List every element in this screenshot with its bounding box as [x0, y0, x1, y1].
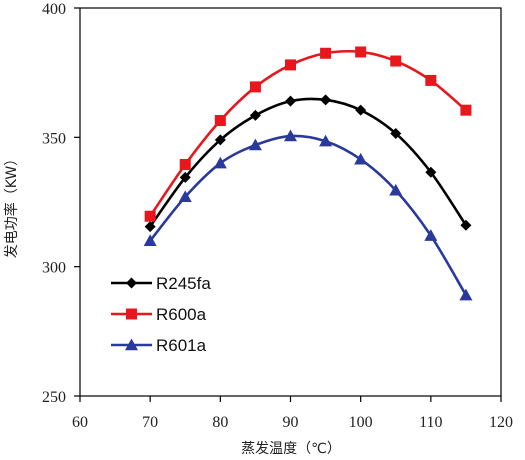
data-point-r600a: [460, 104, 472, 116]
x-tick-label: 70: [142, 414, 158, 431]
series-line-r245fa: [149, 97, 468, 228]
axes: 60 70 80 90 100 110 120 250 300 350 400: [42, 1, 513, 431]
series-r601a: [143, 129, 473, 301]
data-point-r245fa: [320, 94, 332, 106]
x-tick-label: 80: [212, 414, 228, 431]
data-point-r600a: [355, 46, 367, 58]
series-line-r600a: [149, 49, 467, 217]
data-point-r601a: [354, 152, 368, 165]
y-tick-label: 300: [42, 260, 66, 277]
data-point-r601a: [284, 129, 297, 142]
data-point-r600a: [425, 74, 437, 86]
legend: R245fa R600a R601a: [111, 274, 211, 355]
data-point-r600a: [179, 158, 191, 170]
data-point-r245fa: [355, 104, 367, 116]
data-point-r601a: [248, 138, 262, 151]
y-tick-label: 350: [42, 130, 66, 147]
data-point-r601a: [424, 229, 438, 241]
data-point-r245fa: [249, 109, 261, 121]
data-point-r600a: [249, 81, 261, 93]
y-tick-label: 400: [42, 1, 66, 18]
x-tick-label: 110: [419, 414, 442, 431]
series-r600a: [144, 46, 472, 222]
legend-marker: [125, 338, 138, 351]
x-tick-label: 90: [283, 414, 299, 431]
data-point-r245fa: [144, 221, 156, 233]
x-axis-title: 蒸发温度（℃）: [241, 441, 341, 457]
series-r245fa: [144, 94, 472, 233]
data-point-r601a: [459, 288, 473, 301]
data-point-r245fa: [390, 127, 402, 139]
data-point-r600a: [285, 59, 296, 71]
data-point-r600a: [214, 115, 226, 127]
data-point-r601a: [178, 190, 192, 203]
data-point-r601a: [389, 183, 403, 196]
legend-label: R245fa: [156, 274, 211, 293]
data-point-r601a: [213, 156, 227, 169]
data-point-r601a: [319, 134, 333, 147]
legend-marker: [126, 277, 137, 289]
x-tick-label: 100: [349, 414, 373, 431]
legend-item-r600a: R600a: [111, 305, 207, 324]
data-point-r601a: [143, 234, 157, 246]
x-tick-label: 60: [72, 414, 88, 431]
x-tick-label: 120: [489, 414, 513, 431]
legend-item-r601a: R601a: [111, 336, 207, 355]
data-point-r245fa: [214, 134, 226, 146]
series-layer: [143, 46, 473, 301]
data-point-r600a: [320, 47, 332, 59]
data-point-r245fa: [285, 95, 296, 107]
series-line-r601a: [149, 134, 468, 296]
data-point-r600a: [390, 55, 402, 67]
data-point-r245fa: [425, 166, 437, 178]
data-point-r245fa: [179, 171, 191, 183]
legend-item-r245fa: R245fa: [111, 274, 211, 293]
data-point-r245fa: [460, 219, 472, 231]
legend-label: R600a: [156, 305, 207, 324]
legend-marker: [126, 308, 137, 320]
data-point-r600a: [144, 210, 156, 222]
y-tick-label: 250: [42, 389, 66, 406]
legend-label: R601a: [156, 336, 207, 355]
y-axis-title: 发电功率（KW）: [3, 152, 20, 259]
